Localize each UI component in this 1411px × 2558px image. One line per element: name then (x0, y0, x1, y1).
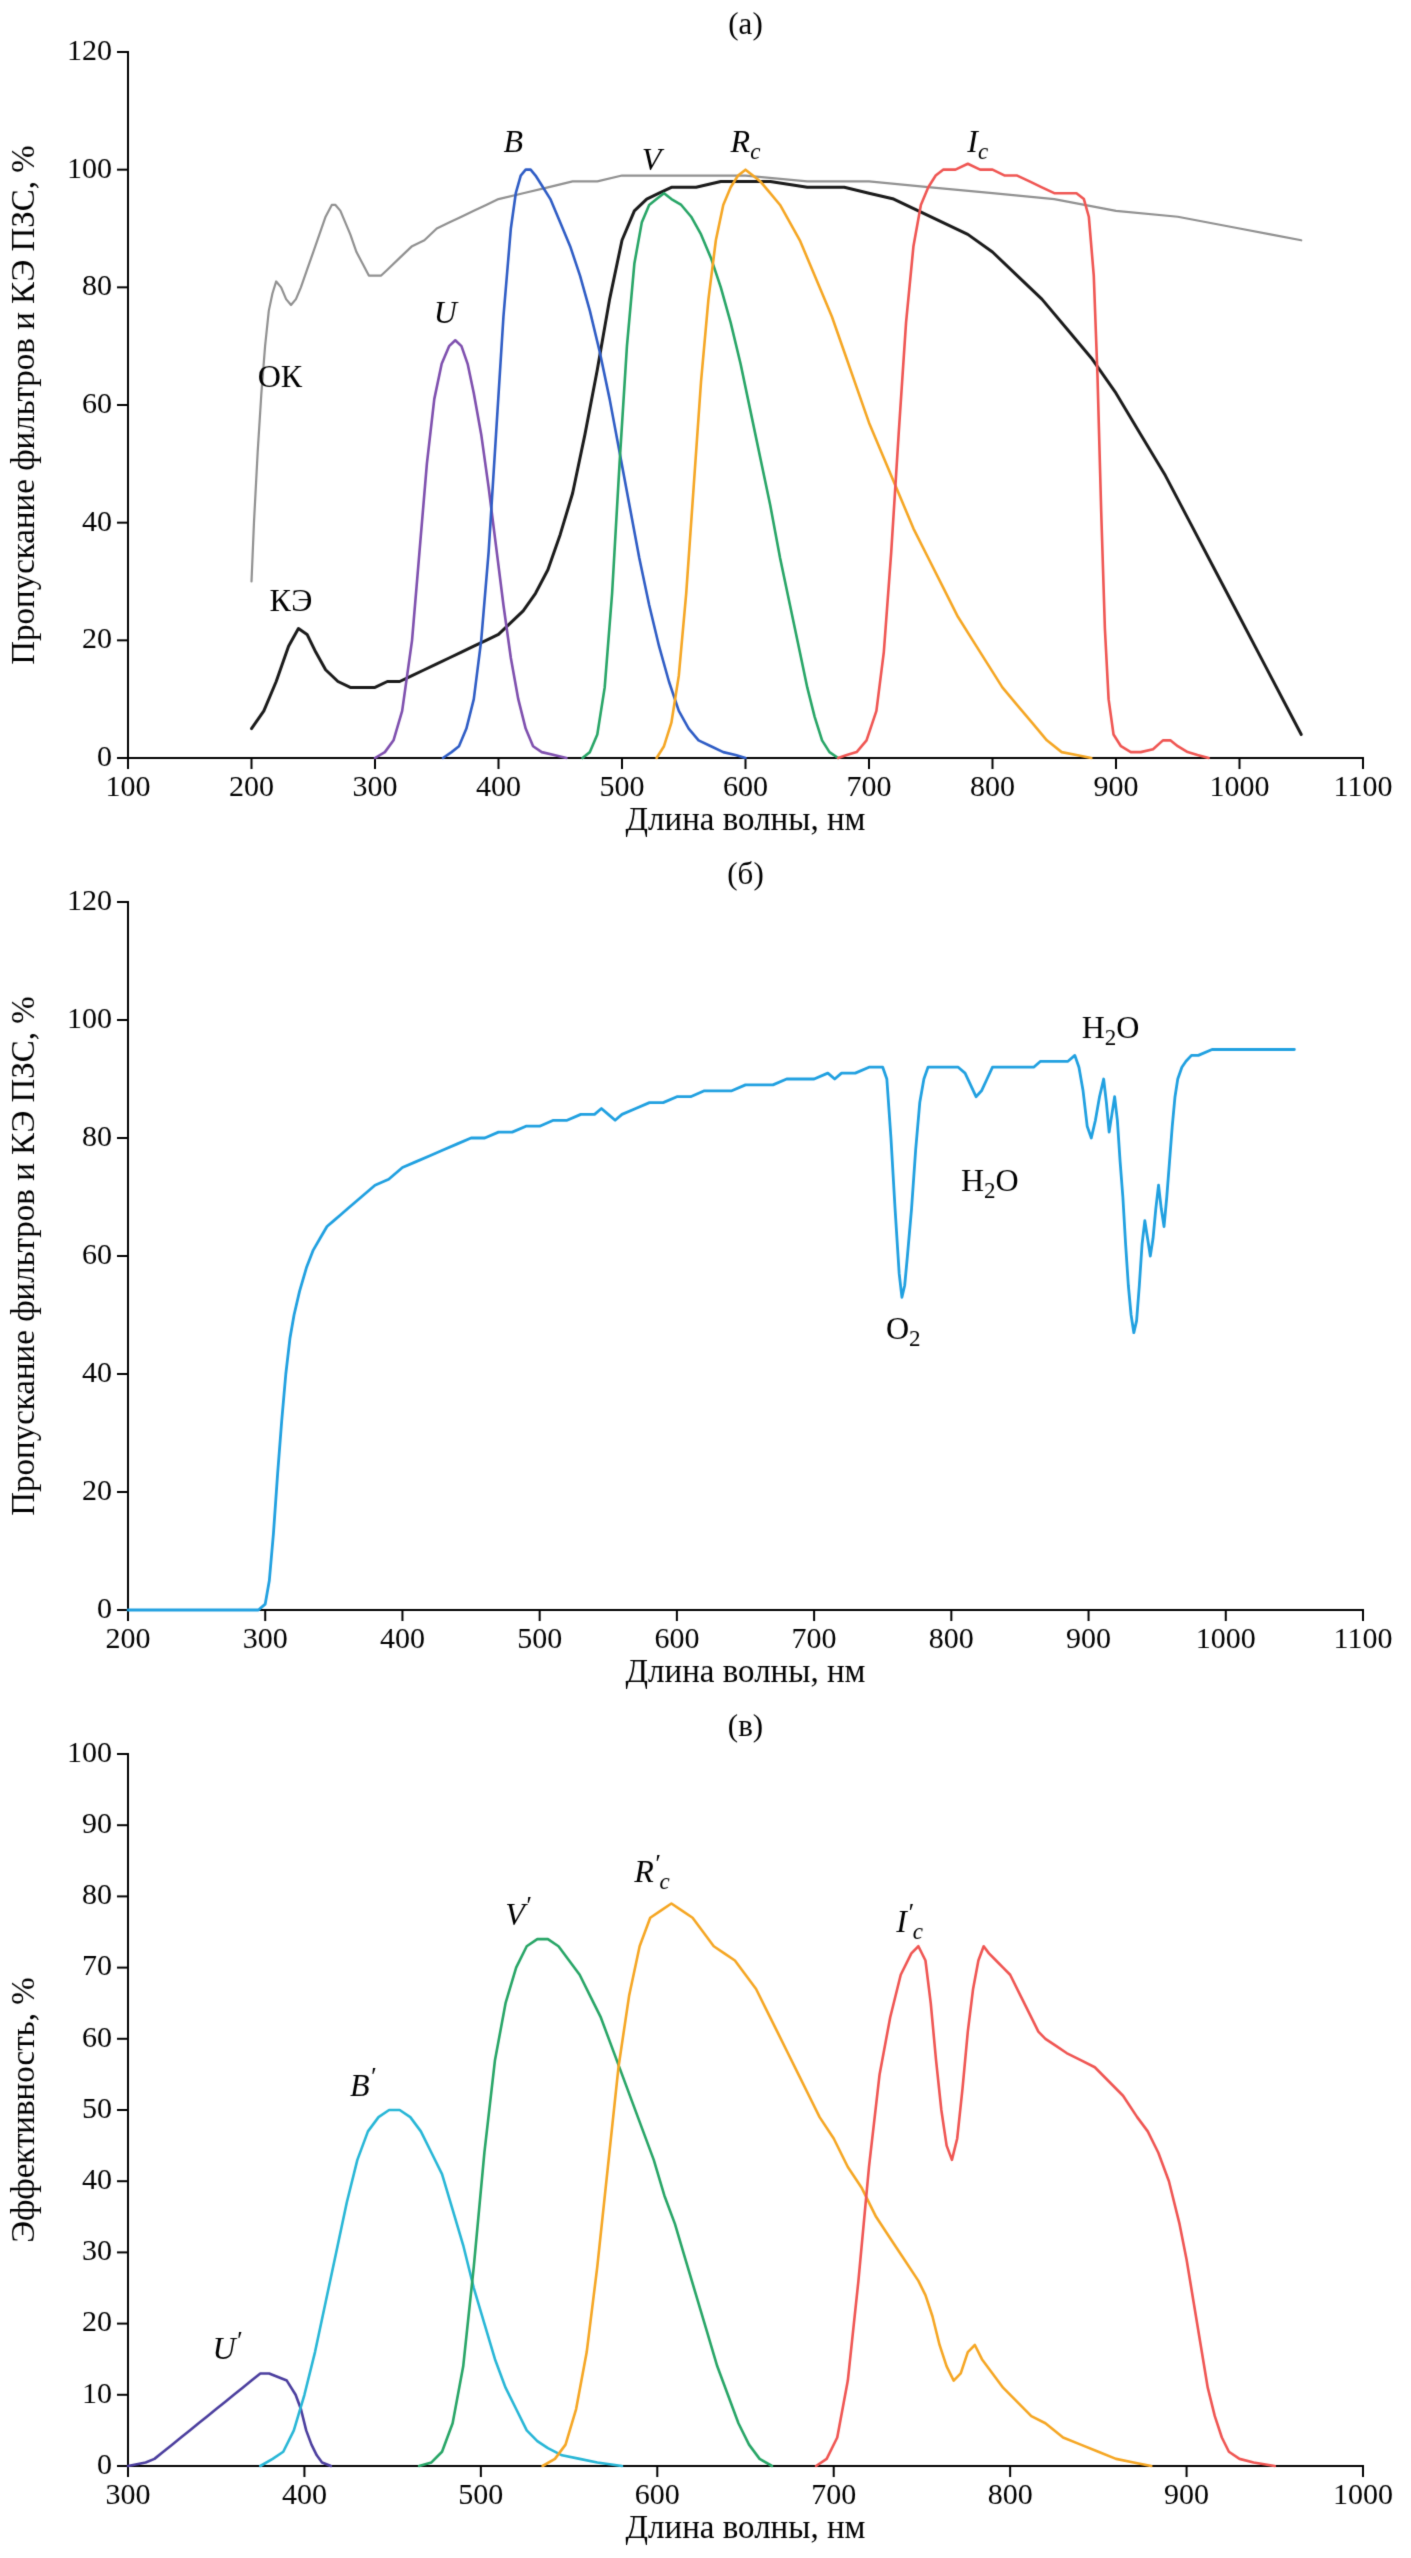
panel-a-filters-qe-chart (0, 0, 1411, 850)
panel-b-atmosphere-chart (0, 850, 1411, 1702)
panel-v-total-efficiency-chart (0, 1702, 1411, 2558)
